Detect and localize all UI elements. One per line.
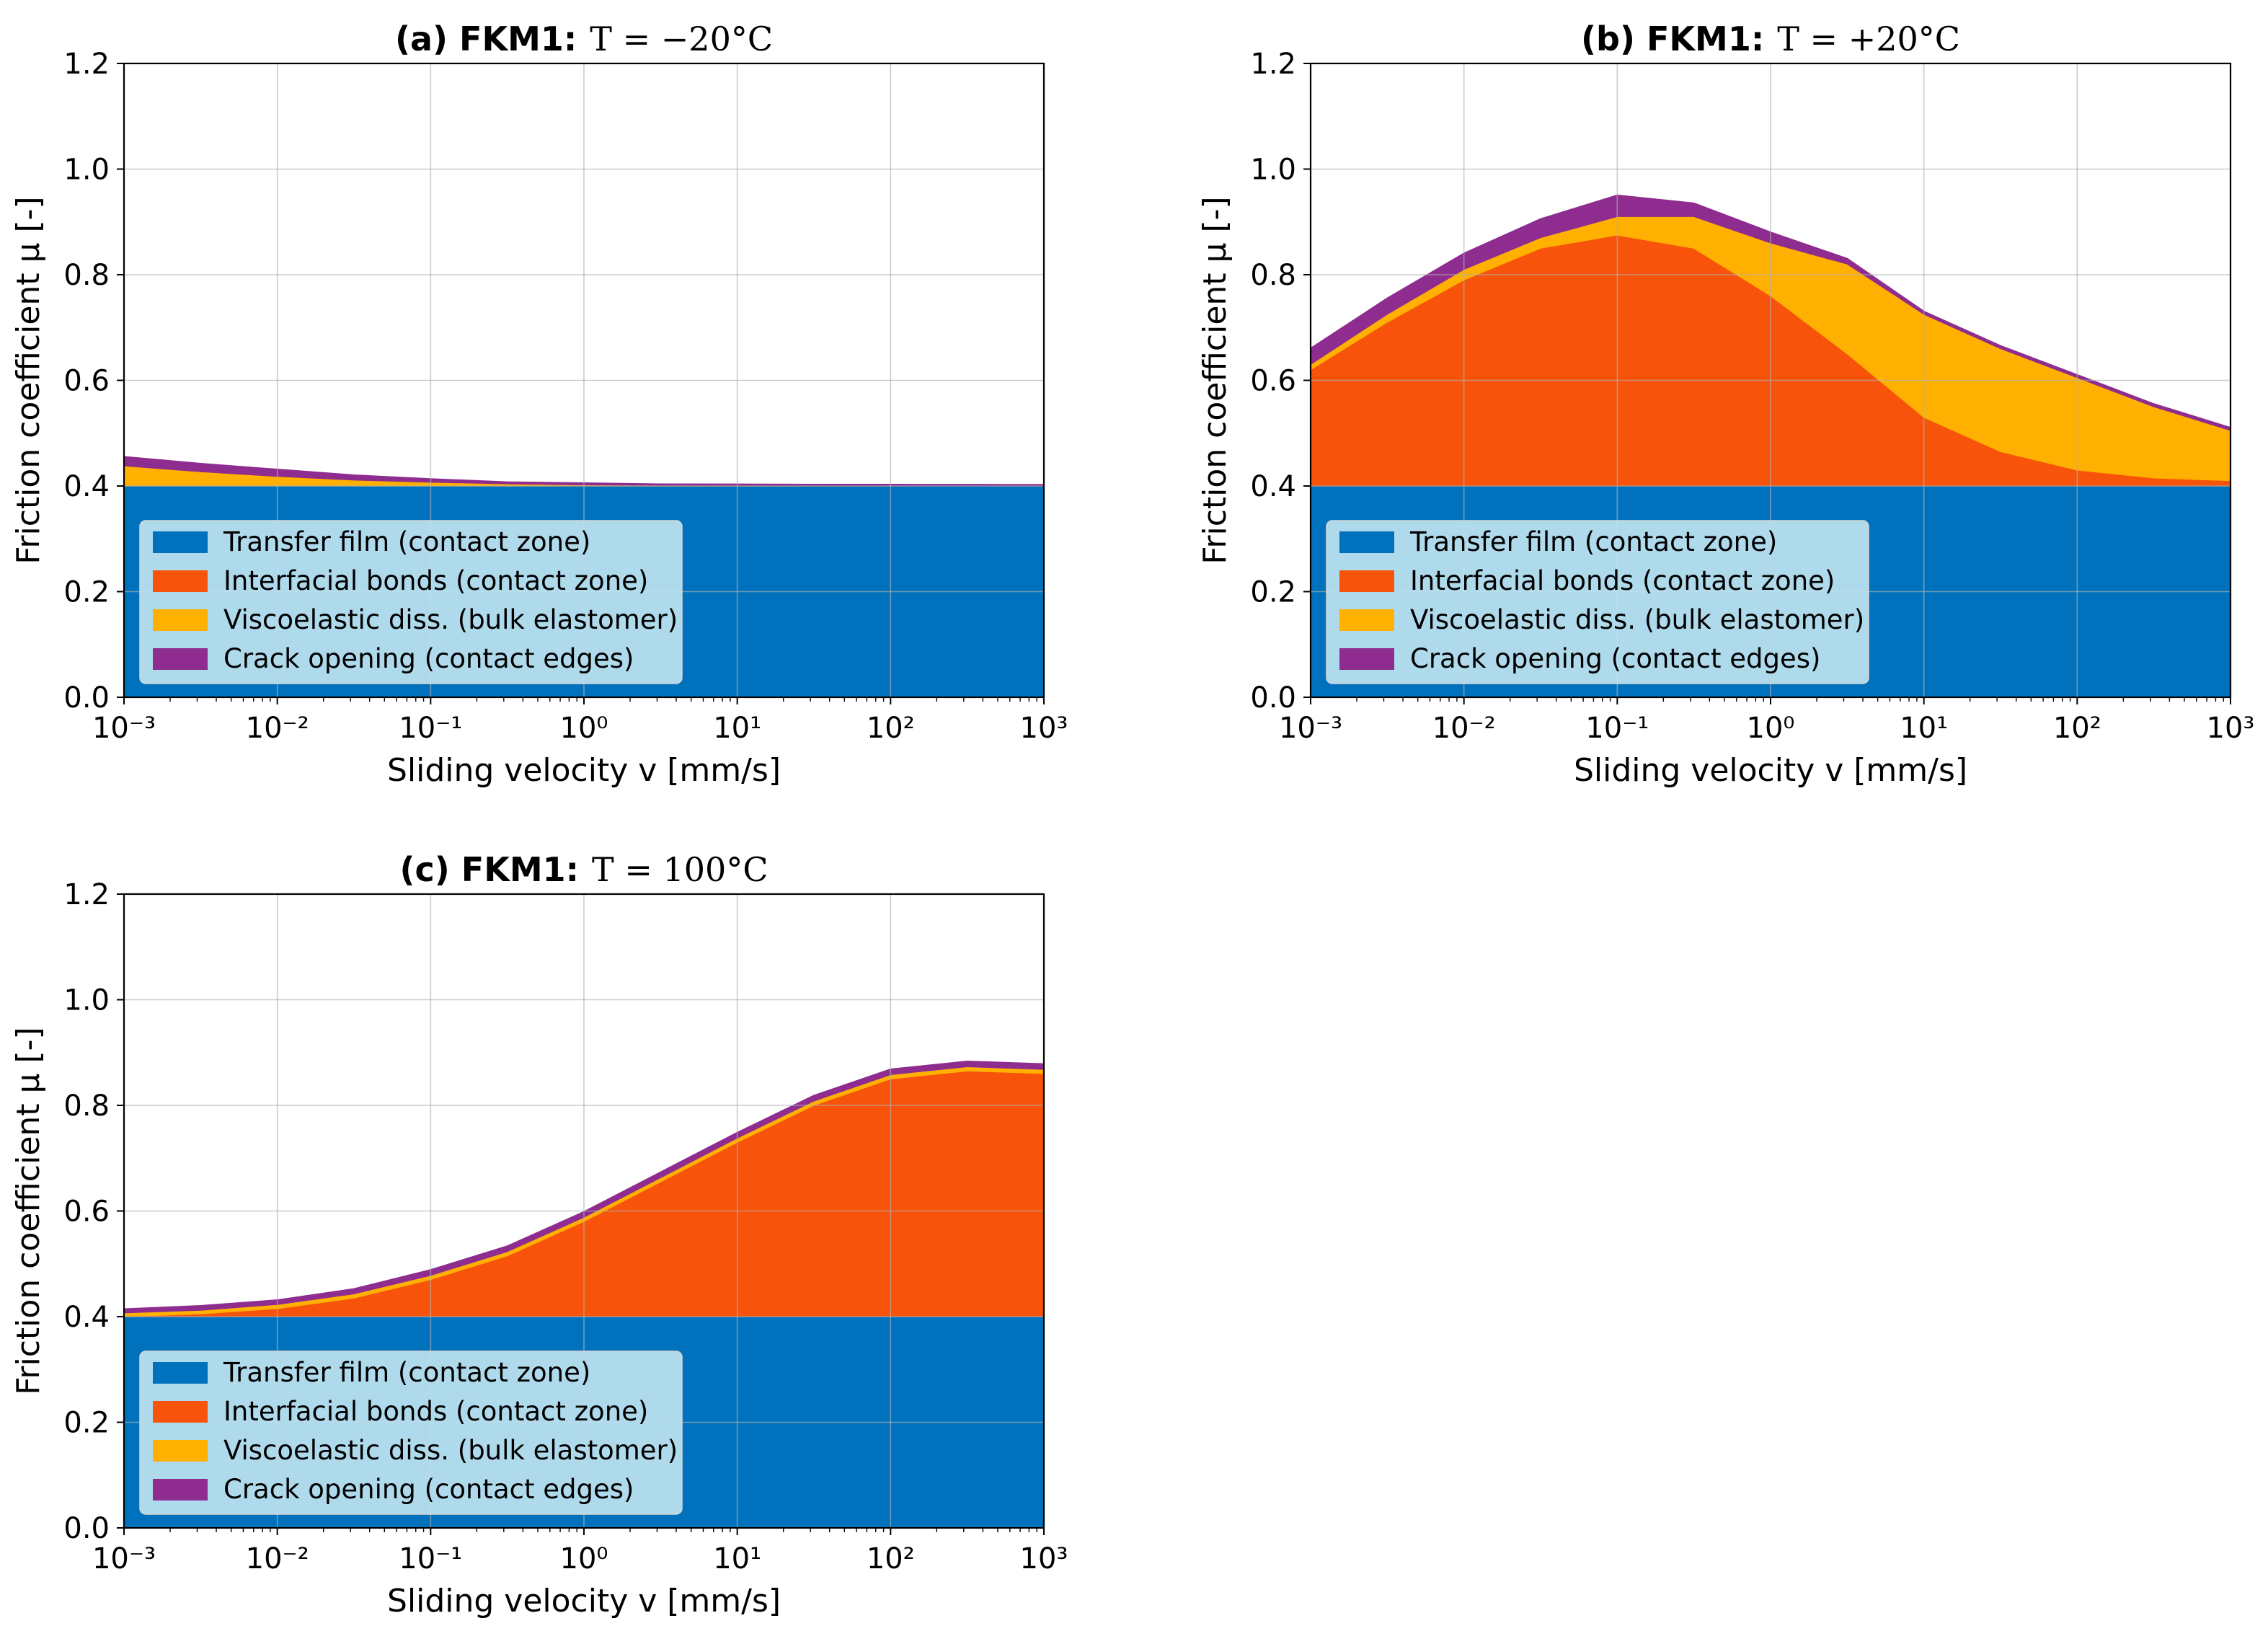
x-tick-label: 10⁻²	[1432, 712, 1496, 745]
chart-title-prefix: (b) FKM1:	[1581, 19, 1764, 58]
x-tick-label: 10³	[1020, 1542, 1068, 1575]
x-tick-label: 10⁻²	[246, 1542, 309, 1575]
y-tick-label: 0.0	[63, 681, 110, 715]
y-tick-label: 0.2	[63, 1407, 110, 1440]
y-tick-label: 0.2	[1250, 576, 1296, 609]
chart-title: (c) FKM1: T = 100°C	[399, 850, 768, 889]
y-tick-label: 1.0	[63, 984, 110, 1017]
y-axis-label: Friction coefficient μ [-]	[1197, 196, 1233, 564]
legend-label-interfacial-bonds: Interfacial bonds (contact zone)	[1410, 565, 1835, 596]
x-tick-label: 10²	[867, 1542, 915, 1575]
legend-box	[1326, 520, 1869, 684]
x-tick-label: 10³	[1020, 712, 1068, 745]
legend-box	[139, 1351, 683, 1515]
legend-swatch-transfer-film	[1339, 531, 1394, 553]
x-tick-label: 10⁰	[1747, 712, 1795, 745]
x-tick-label: 10³	[2207, 712, 2255, 745]
legend-swatch-crack-opening	[153, 648, 208, 670]
x-tick-label: 10⁻³	[1279, 712, 1342, 745]
x-tick-label: 10²	[2053, 712, 2101, 745]
x-tick-label: 10¹	[713, 1542, 761, 1575]
y-tick-label: 0.4	[63, 1301, 110, 1334]
x-tick-label: 10¹	[713, 712, 761, 745]
x-axis-label: Sliding velocity v [mm/s]	[387, 1583, 781, 1619]
legend: Transfer film (contact zone) Interfacial …	[1326, 520, 1869, 684]
chart-a: 0.0 0.2 0.4 0.6 0.8 1.0 1.2 10⁻³ 10⁻² 10⁻¹ 10⁰ 10¹ 1…	[10, 19, 1068, 789]
legend-label-crack-opening: Crack opening (contact edges)	[1410, 643, 1820, 674]
y-tick-label: 0.6	[63, 1195, 110, 1229]
x-tick-label: 10⁰	[560, 1542, 608, 1575]
chart-c: 0.0 0.2 0.4 0.6 0.8 1.0 1.2 10⁻³ 10⁻² 10⁻¹ 10⁰ 10¹ 1…	[10, 850, 1068, 1619]
legend-swatch-crack-opening	[1339, 648, 1394, 670]
chart-title-prefix: (c) FKM1:	[399, 850, 579, 889]
legend-swatch-viscoelastic	[1339, 609, 1394, 631]
x-tick-label: 10⁻³	[92, 712, 156, 745]
y-tick-label: 0.8	[1250, 259, 1296, 292]
x-tick-label: 10⁻²	[246, 712, 309, 745]
legend-label-viscoelastic: Viscoelastic diss. (bulk elastomer)	[223, 604, 678, 635]
y-tick-label: 1.2	[63, 48, 110, 81]
legend-label-interfacial-bonds: Interfacial bonds (contact zone)	[223, 1396, 648, 1427]
x-axis-label: Sliding velocity v [mm/s]	[387, 752, 781, 789]
chart-title-formula: T = 100°C	[592, 850, 768, 889]
x-axis-label: Sliding velocity v [mm/s]	[1574, 752, 1967, 789]
chart-title: (a) FKM1: T = −20°C	[395, 19, 773, 58]
chart-b: 0.0 0.2 0.4 0.6 0.8 1.0 1.2 10⁻³ 10⁻² 10⁻¹ 10⁰ 10¹ 1…	[1197, 19, 2254, 789]
y-tick-label: 0.6	[1250, 365, 1296, 398]
y-tick-label: 0.8	[63, 1089, 110, 1123]
legend-box	[139, 520, 683, 684]
legend: Transfer film (contact zone) Interfacial …	[139, 520, 683, 684]
chart-title-formula: T = +20°C	[1777, 19, 1960, 58]
y-tick-label: 1.0	[63, 154, 110, 187]
x-tick-label: 10⁻¹	[1585, 712, 1649, 745]
y-tick-label: 0.0	[1250, 681, 1296, 715]
y-tick-label: 0.0	[63, 1512, 110, 1545]
legend-label-transfer-film: Transfer film (contact zone)	[1409, 526, 1777, 557]
legend-swatch-crack-opening	[153, 1479, 208, 1500]
y-tick-label: 1.0	[1250, 154, 1296, 187]
legend: Transfer film (contact zone) Interfacial …	[139, 1351, 683, 1515]
chart-title: (b) FKM1: T = +20°C	[1581, 19, 1960, 58]
legend-label-transfer-film: Transfer film (contact zone)	[223, 526, 590, 557]
legend-swatch-viscoelastic	[153, 609, 208, 631]
x-tick-label: 10⁻¹	[399, 1542, 462, 1575]
legend-swatch-transfer-film	[153, 1362, 208, 1384]
legend-swatch-interfacial-bonds	[1339, 570, 1394, 592]
y-tick-label: 0.4	[63, 470, 110, 503]
x-tick-label: 10¹	[1900, 712, 1948, 745]
chart-title-formula: T = −20°C	[590, 19, 773, 58]
legend-swatch-viscoelastic	[153, 1440, 208, 1462]
legend-label-viscoelastic: Viscoelastic diss. (bulk elastomer)	[1410, 604, 1864, 635]
y-tick-label: 0.4	[1250, 470, 1296, 503]
legend-swatch-transfer-film	[153, 531, 208, 553]
legend-swatch-interfacial-bonds	[153, 1401, 208, 1423]
legend-label-crack-opening: Crack opening (contact edges)	[223, 643, 634, 674]
y-tick-label: 0.6	[63, 365, 110, 398]
y-axis-label: Friction coefficient μ [-]	[10, 1027, 47, 1394]
chart-title-prefix: (a) FKM1:	[395, 19, 577, 58]
legend-label-viscoelastic: Viscoelastic diss. (bulk elastomer)	[223, 1435, 678, 1466]
y-tick-label: 1.2	[1250, 48, 1296, 81]
y-tick-label: 0.8	[63, 259, 110, 292]
x-tick-label: 10²	[867, 712, 915, 745]
legend-swatch-interfacial-bonds	[153, 570, 208, 592]
legend-label-transfer-film: Transfer film (contact zone)	[223, 1357, 590, 1388]
x-tick-label: 10⁻¹	[399, 712, 462, 745]
x-tick-label: 10⁰	[560, 712, 608, 745]
legend-label-crack-opening: Crack opening (contact edges)	[223, 1474, 634, 1505]
y-tick-label: 1.2	[63, 878, 110, 911]
legend-label-interfacial-bonds: Interfacial bonds (contact zone)	[223, 565, 648, 596]
y-tick-label: 0.2	[63, 576, 110, 609]
y-axis-label: Friction coefficient μ [-]	[10, 196, 47, 564]
x-tick-label: 10⁻³	[92, 1542, 156, 1575]
